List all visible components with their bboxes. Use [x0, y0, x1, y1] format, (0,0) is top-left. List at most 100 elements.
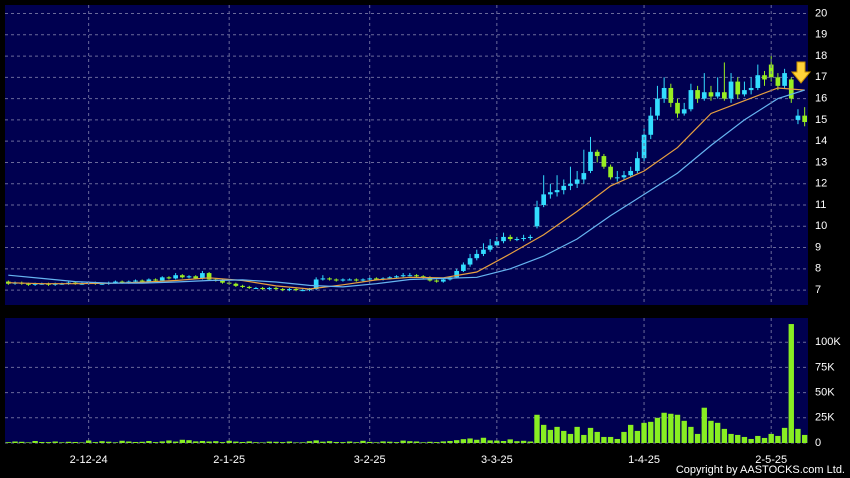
volume-bar	[527, 441, 533, 443]
volume-bar	[166, 440, 172, 443]
candle-body	[722, 92, 727, 99]
volume-bar	[139, 441, 145, 443]
candle-body	[387, 277, 393, 279]
volume-bar	[735, 434, 741, 443]
candle-body	[434, 280, 439, 282]
candle-body	[715, 92, 721, 97]
candle-body	[240, 285, 245, 287]
volume-bar	[226, 440, 232, 443]
volume-bar	[346, 441, 353, 443]
volume-bar	[360, 440, 366, 443]
candle-body	[748, 87, 754, 91]
volume-bar	[233, 441, 239, 443]
candle-body	[374, 278, 379, 280]
volume-bar	[5, 442, 12, 443]
volume-bar	[259, 442, 266, 443]
candle-body	[548, 192, 553, 195]
volume-bar	[400, 440, 406, 443]
volume-bar	[427, 441, 433, 443]
volume-bar	[286, 441, 293, 443]
volume-bar	[300, 442, 306, 443]
candle-body	[146, 279, 152, 282]
volume-bar	[126, 441, 132, 443]
volume-bar	[480, 437, 487, 443]
candle-body	[173, 275, 178, 279]
candle-body	[233, 283, 239, 286]
y-tick-label: 0	[815, 437, 821, 449]
y-tick-label: 12	[815, 178, 827, 190]
candle-body	[461, 264, 466, 271]
y-tick-label: 18	[815, 50, 827, 62]
candle-body	[420, 276, 426, 278]
candle-body	[561, 185, 567, 191]
y-tick-label: 14	[815, 135, 827, 147]
volume-bar	[460, 439, 467, 443]
candle-body	[260, 287, 265, 290]
candle-body	[775, 77, 781, 86]
candle-body	[514, 239, 520, 241]
volume-bar	[741, 436, 748, 443]
y-tick-label: 20	[815, 7, 827, 19]
volume-bar	[273, 441, 279, 443]
volume-bar	[373, 442, 380, 443]
candle-body	[574, 179, 580, 184]
volume-bar	[193, 441, 199, 443]
volume-bar	[313, 440, 319, 443]
x-tick-label: 2-12-24	[70, 454, 108, 466]
volume-bar	[520, 440, 527, 443]
volume-bar	[206, 441, 212, 443]
x-tick-label: 2-5-25	[755, 454, 787, 466]
candle-body	[695, 90, 700, 99]
volume-bar	[601, 436, 607, 443]
volume-bar	[186, 440, 192, 443]
volume-bar	[413, 441, 420, 443]
volume-bar	[306, 441, 313, 443]
candle-body	[193, 276, 199, 279]
candle-body	[200, 273, 205, 279]
candle-body	[527, 236, 533, 238]
candle-body	[728, 81, 734, 99]
volume-bar	[487, 440, 493, 443]
candle-body	[681, 109, 687, 114]
candle-body	[340, 279, 346, 281]
candle-body	[179, 275, 185, 278]
volume-bar	[795, 428, 801, 443]
y-tick-label: 8	[815, 263, 821, 275]
volume-bar	[353, 442, 359, 443]
volume-bar	[641, 422, 647, 443]
candle-body	[594, 151, 600, 157]
candle-body	[735, 81, 741, 95]
volume-bar	[72, 441, 78, 443]
candle-body	[139, 280, 145, 282]
moving-average	[8, 89, 805, 288]
volume-bar	[172, 441, 179, 443]
candle-body	[668, 87, 674, 103]
candle-body	[367, 278, 373, 280]
volume-bar	[500, 440, 507, 443]
y-tick-label: 10	[815, 220, 827, 232]
volume-bar	[320, 441, 326, 443]
candle-body	[467, 258, 473, 265]
y-tick-label: 19	[815, 29, 827, 41]
candle-body	[481, 249, 486, 254]
volume-bar	[634, 430, 641, 443]
candle-body	[655, 98, 660, 116]
candle-body	[534, 207, 540, 227]
volume-bar	[199, 440, 206, 443]
candle-body	[320, 278, 326, 280]
volume-bar	[454, 440, 460, 443]
candle-body	[628, 170, 634, 176]
volume-bar	[79, 442, 85, 443]
y-tick-label: 17	[815, 71, 827, 83]
volume-bar	[775, 435, 781, 443]
volume-bar	[266, 441, 272, 443]
candle-body	[521, 237, 526, 240]
volume-bar	[561, 430, 567, 443]
volume-bar	[708, 420, 714, 443]
y-tick-label: 13	[815, 156, 827, 168]
volume-bar	[52, 441, 58, 443]
candle-body	[266, 287, 272, 290]
volume-bar	[534, 414, 540, 443]
volume-bar	[768, 433, 774, 443]
